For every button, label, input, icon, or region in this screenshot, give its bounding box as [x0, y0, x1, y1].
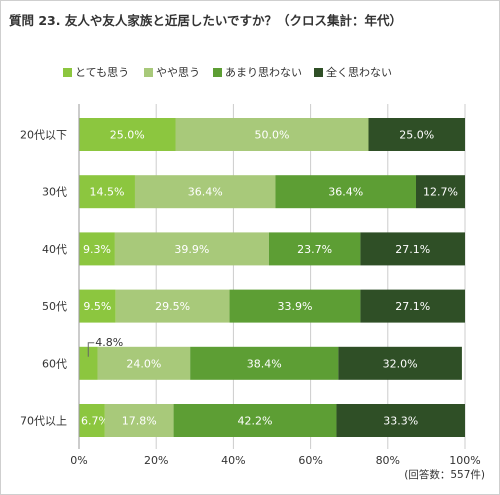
bar-segment — [275, 175, 416, 209]
chart-title: 質問 23. 友人や友人家族と近居したいですか？（クロス集計：年代） — [9, 13, 402, 28]
bar-segment — [336, 404, 465, 437]
data-label: 36.4% — [188, 186, 223, 199]
data-label: 24.0% — [126, 357, 161, 370]
bar-segment — [79, 232, 115, 266]
data-label: 14.5% — [90, 186, 125, 199]
callout-leader — [87, 342, 95, 357]
data-label: 17.8% — [122, 415, 157, 428]
data-label: 50.0% — [255, 129, 290, 142]
category-label: 60代 — [42, 357, 67, 370]
x-tick-label: 60% — [298, 454, 322, 467]
data-label: 29.5% — [155, 300, 190, 313]
bar-segment — [360, 232, 465, 266]
bar-segment — [368, 118, 465, 151]
data-label: 25.0% — [399, 129, 434, 142]
bar-segment — [190, 346, 339, 380]
legend-swatch — [314, 68, 323, 77]
data-label: 33.9% — [277, 300, 312, 313]
bar-segment — [268, 232, 361, 266]
data-label: 42.2% — [238, 415, 273, 428]
x-tick-label: 40% — [221, 454, 245, 467]
bar-segment — [338, 346, 462, 380]
data-label: 36.4% — [328, 186, 363, 199]
data-label: 23.7% — [297, 243, 332, 256]
bar-segment — [115, 289, 230, 323]
legend-swatch — [213, 68, 222, 77]
bar-segment — [79, 118, 176, 151]
bar-segment — [79, 404, 105, 437]
category-label: 40代 — [42, 243, 67, 256]
data-label: 39.9% — [174, 243, 209, 256]
legend-label: 全く思わない — [326, 65, 392, 79]
category-label: 70代以上 — [20, 415, 67, 428]
bar-segment — [175, 118, 369, 151]
legend-label: やや思う — [156, 66, 200, 79]
bar-segment — [104, 404, 174, 437]
data-label: 38.4% — [247, 357, 282, 370]
bar-segment — [415, 175, 465, 209]
bar-segment — [134, 175, 276, 209]
bar-segment — [173, 404, 337, 437]
bar-segment — [79, 175, 135, 209]
data-label: 25.0% — [110, 129, 145, 142]
bar-segment — [79, 346, 98, 380]
bar-segment — [79, 289, 116, 323]
callout-label: 4.8% — [95, 336, 123, 349]
legend-swatch — [144, 68, 153, 77]
bar-segment — [229, 289, 361, 323]
data-label: 32.0% — [383, 357, 418, 370]
legend-label: あまり思わない — [225, 66, 302, 79]
data-label: 27.1% — [395, 243, 430, 256]
legend-swatch — [63, 68, 72, 77]
x-tick-label: 80% — [376, 454, 400, 467]
bar-segment — [97, 346, 191, 380]
category-label: 20代以下 — [20, 129, 67, 142]
respondent-count-note: (回答数：557件) — [404, 468, 485, 481]
x-tick-label: 20% — [144, 454, 168, 467]
data-label: 12.7% — [423, 186, 458, 199]
category-label: 30代 — [42, 186, 67, 199]
bar-segment — [114, 232, 269, 266]
legend-label: とても思う — [75, 66, 129, 79]
category-label: 50代 — [42, 300, 67, 313]
data-label: 33.3% — [383, 415, 418, 428]
x-tick-label: 100% — [449, 454, 480, 467]
data-label: 9.3% — [83, 243, 111, 256]
x-tick-label: 0% — [70, 454, 87, 467]
bar-segment — [360, 289, 465, 323]
data-label: 27.1% — [395, 300, 430, 313]
data-label: 9.5% — [83, 300, 111, 313]
data-label: 6.7% — [81, 415, 109, 428]
